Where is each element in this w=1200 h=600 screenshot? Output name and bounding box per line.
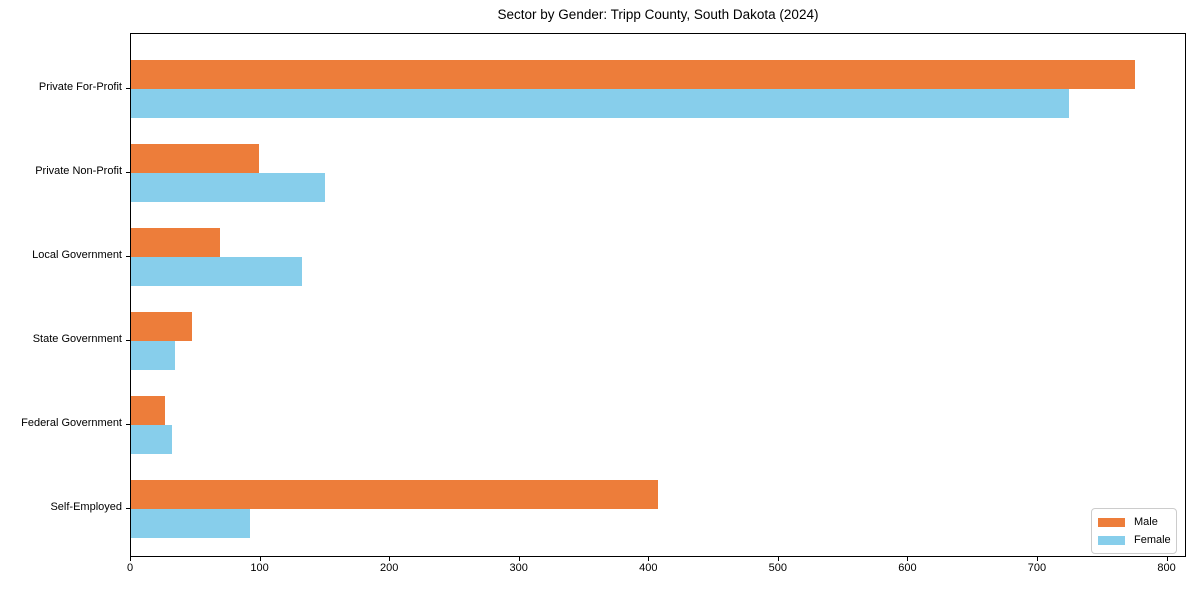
- bar-female-local-government: [131, 257, 303, 286]
- bar-male-private-for-profit: [131, 60, 1136, 89]
- bar-male-local-government: [131, 228, 221, 257]
- xtick-mark: [130, 557, 131, 561]
- bar-female-private-for-profit: [131, 89, 1070, 118]
- xtick-label-400: 400: [639, 562, 658, 574]
- xtick-mark: [907, 557, 909, 561]
- bar-male-federal-government: [131, 396, 165, 425]
- xtick-label-100: 100: [250, 562, 269, 574]
- ytick-mark: [126, 424, 130, 425]
- chart-title: Sector by Gender: Tripp County, South Da…: [497, 7, 819, 22]
- bar-female-federal-government: [131, 425, 173, 454]
- xtick-label-600: 600: [898, 562, 917, 574]
- legend-item-female: Female: [1098, 531, 1171, 549]
- xtick-mark: [389, 557, 391, 561]
- ytick-mark: [126, 508, 130, 509]
- plot-area: [130, 33, 1186, 557]
- ytick-mark: [126, 172, 130, 173]
- ytick-mark: [126, 340, 130, 341]
- legend-label-male: Male: [1134, 516, 1158, 528]
- xtick-label-0: 0: [126, 562, 134, 574]
- bar-female-state-government: [131, 341, 176, 370]
- ytick-label-federal-government: Federal Government: [21, 417, 122, 429]
- legend-swatch-female: [1098, 535, 1125, 545]
- ytick-label-private-non-profit: Private Non-Profit: [35, 165, 122, 177]
- xtick-mark: [259, 557, 261, 561]
- bar-female-self-employed: [131, 509, 251, 538]
- legend-label-female: Female: [1134, 534, 1171, 546]
- legend: Male Female: [1091, 508, 1177, 554]
- xtick-mark: [648, 557, 650, 561]
- ytick-label-state-government: State Government: [32, 333, 122, 345]
- xtick-mark: [777, 557, 779, 561]
- xtick-label-800: 800: [1157, 562, 1176, 574]
- xtick-mark: [1036, 557, 1038, 561]
- bar-male-private-non-profit: [131, 144, 260, 173]
- ytick-label-local-government: Local Government: [32, 249, 122, 261]
- xtick-label-200: 200: [379, 562, 399, 574]
- ytick-label-private-for-profit: Private For-Profit: [38, 81, 122, 93]
- ytick-label-self-employed: Self-Employed: [50, 501, 122, 513]
- bar-female-private-non-profit: [131, 173, 326, 202]
- xtick-label-300: 300: [509, 562, 528, 574]
- xtick-mark: [1166, 557, 1168, 561]
- xtick-label-500: 500: [768, 562, 788, 574]
- ytick-mark: [126, 256, 130, 257]
- legend-swatch-male: [1098, 517, 1125, 527]
- bar-male-state-government: [131, 312, 192, 341]
- ytick-mark: [126, 88, 130, 89]
- bar-male-self-employed: [131, 480, 659, 509]
- xtick-mark: [518, 557, 520, 561]
- xtick-label-700: 700: [1027, 562, 1047, 574]
- legend-item-male: Male: [1098, 513, 1170, 531]
